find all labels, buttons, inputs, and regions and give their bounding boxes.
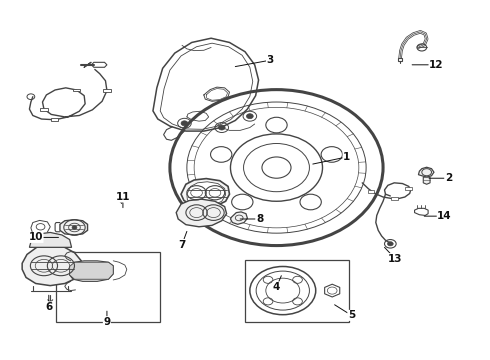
Text: 12: 12 bbox=[412, 60, 443, 70]
Text: 14: 14 bbox=[424, 211, 452, 221]
Circle shape bbox=[388, 242, 393, 246]
Text: 8: 8 bbox=[240, 214, 263, 224]
Text: 13: 13 bbox=[385, 247, 402, 264]
Text: 10: 10 bbox=[28, 233, 58, 242]
Polygon shape bbox=[415, 208, 428, 215]
Circle shape bbox=[72, 226, 77, 229]
Bar bbox=[40, 108, 48, 111]
Polygon shape bbox=[60, 220, 88, 235]
Polygon shape bbox=[29, 233, 72, 247]
Polygon shape bbox=[22, 244, 81, 285]
Bar bbox=[245, 260, 349, 323]
Bar bbox=[103, 89, 111, 92]
Text: 2: 2 bbox=[429, 173, 452, 183]
Polygon shape bbox=[70, 261, 113, 282]
Polygon shape bbox=[423, 177, 430, 184]
Text: 11: 11 bbox=[116, 192, 130, 208]
Polygon shape bbox=[176, 199, 226, 227]
Text: 5: 5 bbox=[335, 305, 355, 320]
Text: 3: 3 bbox=[235, 55, 274, 67]
Bar bbox=[73, 89, 80, 91]
Text: 4: 4 bbox=[273, 276, 281, 292]
Bar bbox=[391, 197, 397, 200]
Text: 9: 9 bbox=[103, 311, 111, 327]
Text: 1: 1 bbox=[313, 152, 350, 164]
Polygon shape bbox=[187, 182, 225, 206]
Circle shape bbox=[181, 121, 188, 126]
Polygon shape bbox=[70, 262, 113, 279]
Polygon shape bbox=[397, 58, 402, 61]
Polygon shape bbox=[181, 179, 229, 207]
Bar bbox=[51, 118, 58, 121]
Polygon shape bbox=[92, 62, 107, 67]
Text: 7: 7 bbox=[178, 231, 187, 249]
Bar bbox=[368, 190, 374, 193]
Bar bbox=[405, 188, 412, 190]
Polygon shape bbox=[230, 212, 247, 224]
Bar bbox=[56, 252, 160, 323]
Polygon shape bbox=[153, 38, 259, 131]
Circle shape bbox=[219, 125, 225, 130]
Polygon shape bbox=[325, 284, 340, 297]
Text: 6: 6 bbox=[45, 295, 52, 312]
Circle shape bbox=[246, 114, 253, 119]
Polygon shape bbox=[418, 167, 434, 177]
